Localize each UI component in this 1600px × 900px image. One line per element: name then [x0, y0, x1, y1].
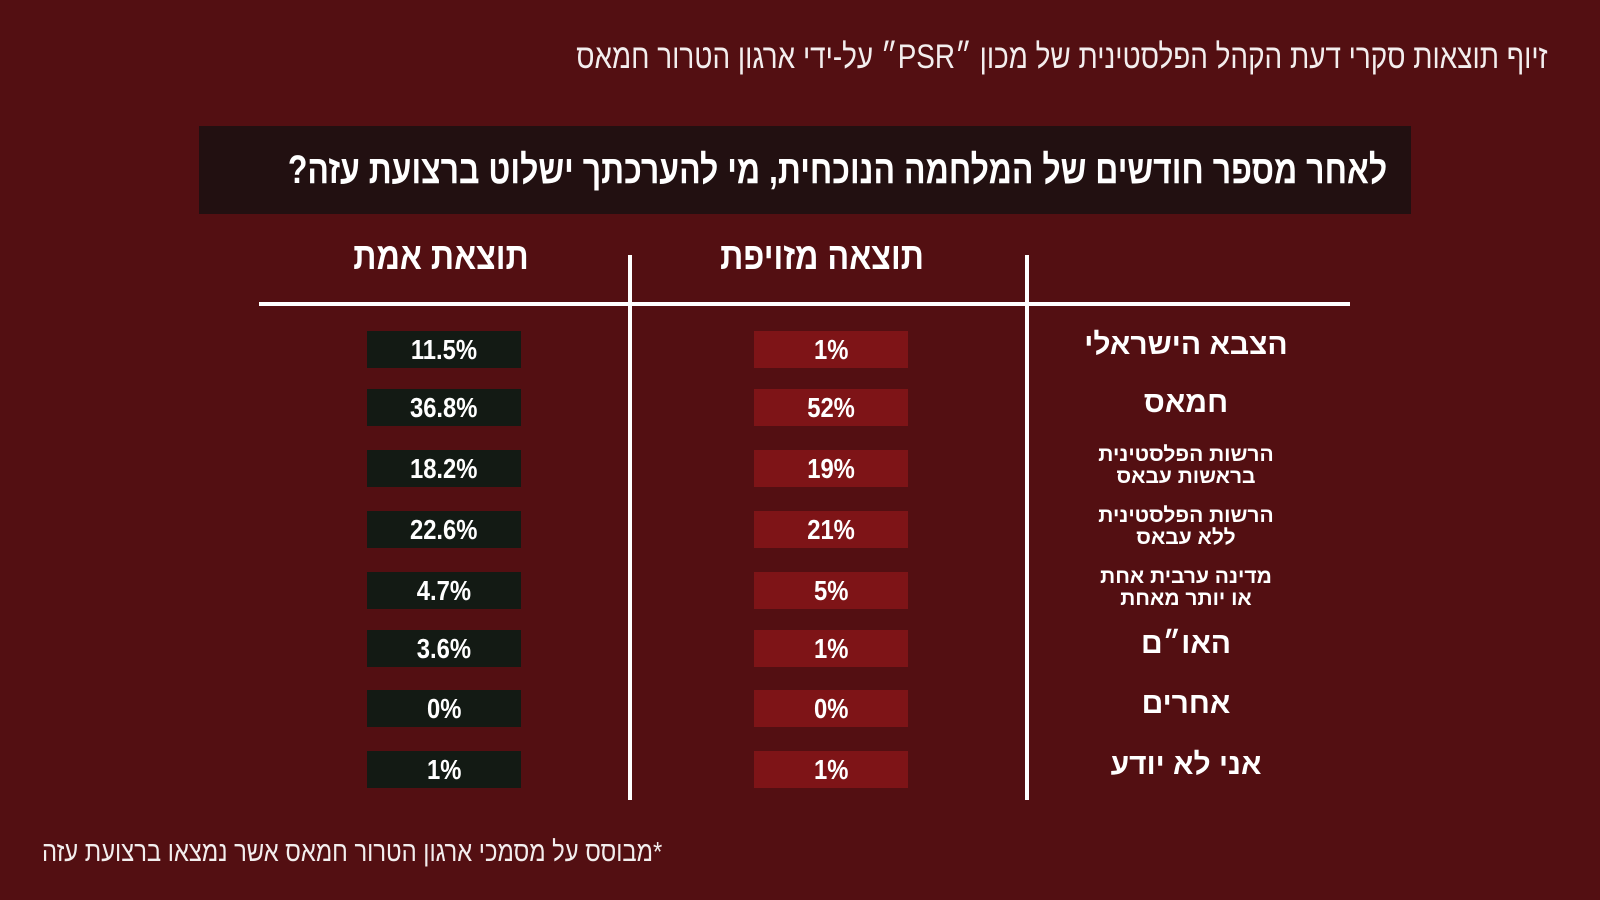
fake-result-box: 1%: [754, 630, 908, 667]
true-result-box-value: 22.6%: [410, 513, 478, 545]
question-box: לאחר מספר חודשים של המלחמה הנוכחית, מי ל…: [199, 126, 1411, 214]
fake-result-box: 1%: [754, 751, 908, 788]
fake-result-box-value: 1%: [813, 753, 849, 785]
row-label-line: מדינה ערבית אחת: [1100, 565, 1272, 588]
true-result-box: 11.5%: [367, 331, 521, 368]
row-label: האו״ם: [1066, 628, 1306, 660]
true-result-box-value: 3.6%: [416, 632, 472, 664]
true-result-box: 4.7%: [367, 572, 521, 609]
true-result-box: 22.6%: [367, 511, 521, 548]
row-label-line: הרשות הפלסטינית: [1098, 443, 1274, 466]
fake-result-box-value: 21%: [807, 513, 855, 545]
row-label-line: אחרים: [1141, 687, 1231, 720]
row-label: חמאס: [1066, 387, 1306, 419]
row-label: מדינה ערבית אחת או יותר מאחת: [1066, 565, 1306, 611]
true-result-box-value: 1%: [426, 753, 462, 785]
fake-result-box-value: 5%: [813, 574, 849, 606]
fake-result-box: 21%: [754, 511, 908, 548]
row-label-line: האו״ם: [1140, 627, 1232, 660]
row-label: אחרים: [1066, 688, 1306, 720]
fake-result-box-value: 0%: [813, 692, 849, 724]
row-label-line: בראשות עבאס: [1116, 465, 1256, 489]
row-label-line: או יותר מאחת: [1120, 587, 1252, 611]
column-header-fake: תוצאה מזויפת: [720, 236, 924, 278]
fake-result-box-value: 52%: [807, 391, 855, 423]
fake-result-box: 5%: [754, 572, 908, 609]
fake-result-box-value: 1%: [813, 333, 849, 365]
true-result-box: 3.6%: [367, 630, 521, 667]
column-header-true: תוצאת אמת: [353, 236, 529, 278]
true-result-box-value: 36.8%: [410, 391, 478, 423]
true-result-box-value: 0%: [426, 692, 462, 724]
fake-result-box: 1%: [754, 331, 908, 368]
true-result-box: 1%: [367, 751, 521, 788]
row-label-line: אני לא יודע: [1110, 748, 1262, 781]
fake-result-box: 0%: [754, 690, 908, 727]
row-label: הרשות הפלסטינית בראשות עבאס: [1066, 443, 1306, 489]
fake-result-box-value: 1%: [813, 632, 849, 664]
true-result-box-value: 11.5%: [410, 333, 478, 365]
footnote: *מבוסס על מסמכי ארגון הטרור חמאס אשר נמצ…: [42, 836, 663, 867]
row-label-line: הצבא הישראלי: [1084, 328, 1288, 361]
row-label: הרשות הפלסטינית ללא עבאס: [1066, 504, 1306, 550]
question-text: לאחר מספר חודשים של המלחמה הנוכחית, מי ל…: [287, 147, 1387, 192]
row-label-line: ללא עבאס: [1136, 526, 1236, 550]
true-result-box-value: 4.7%: [416, 574, 472, 606]
row-label-line: חמאס: [1143, 386, 1229, 419]
fake-result-box: 19%: [754, 450, 908, 487]
true-result-box: 36.8%: [367, 389, 521, 426]
column-divider: [1025, 255, 1029, 800]
row-label: הצבא הישראלי: [1066, 329, 1306, 361]
column-divider: [628, 255, 632, 800]
subtitle: זיוף תוצאות סקרי דעת הקהל הפלסטינית של מ…: [576, 38, 1548, 76]
row-label-line: הרשות הפלסטינית: [1098, 504, 1274, 527]
fake-result-box-value: 19%: [807, 452, 855, 484]
true-result-box: 0%: [367, 690, 521, 727]
true-result-box-value: 18.2%: [410, 452, 478, 484]
true-result-box: 18.2%: [367, 450, 521, 487]
row-label: אני לא יודע: [1066, 749, 1306, 781]
header-divider: [259, 302, 1350, 306]
fake-result-box: 52%: [754, 389, 908, 426]
